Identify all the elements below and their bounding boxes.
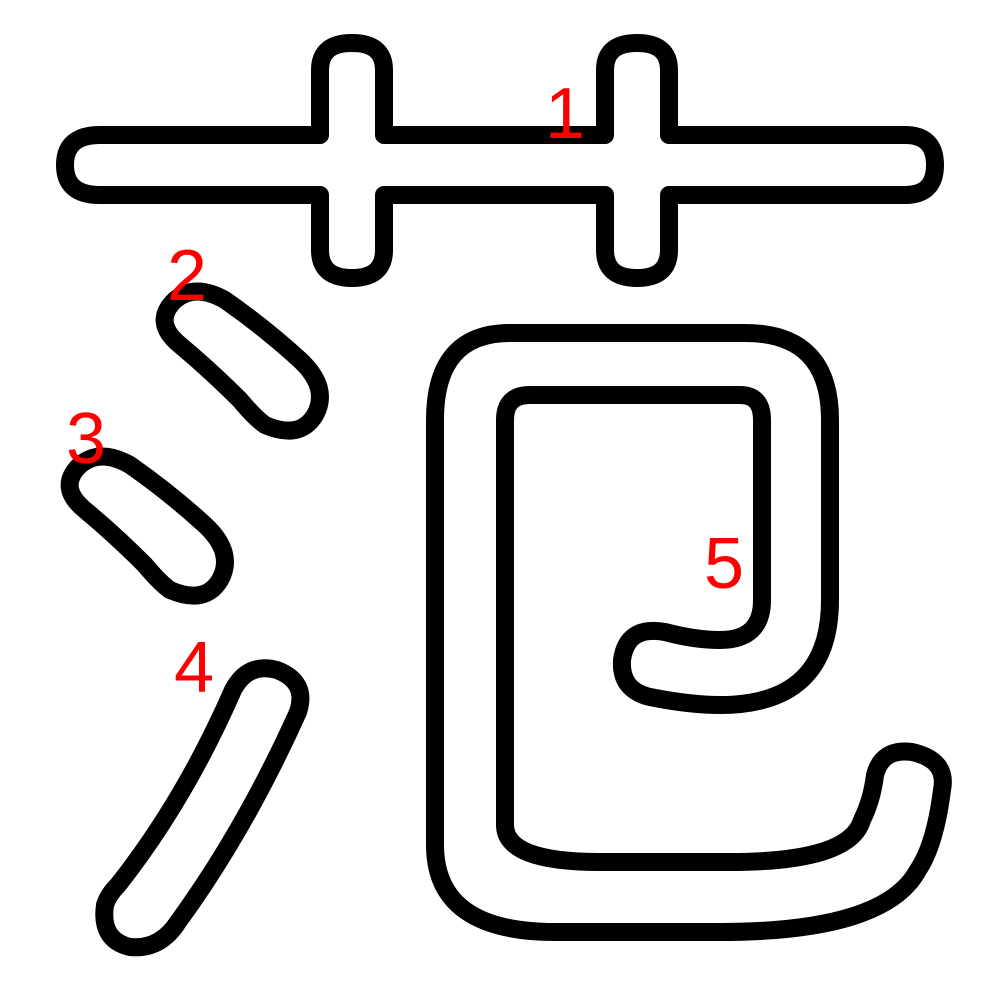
stroke-number-3: 3 xyxy=(66,399,106,479)
stroke-5-shape xyxy=(426,324,952,941)
stroke-number-1: 1 xyxy=(545,74,585,154)
stroke-1-shape xyxy=(56,34,944,287)
stroke-4-shape xyxy=(95,659,310,957)
stroke-2-shape xyxy=(155,282,329,440)
stroke-number-4: 4 xyxy=(174,628,214,708)
stroke-number-2: 2 xyxy=(167,236,207,316)
stroke-3-shape xyxy=(60,447,234,605)
stroke-number-5: 5 xyxy=(704,524,744,604)
